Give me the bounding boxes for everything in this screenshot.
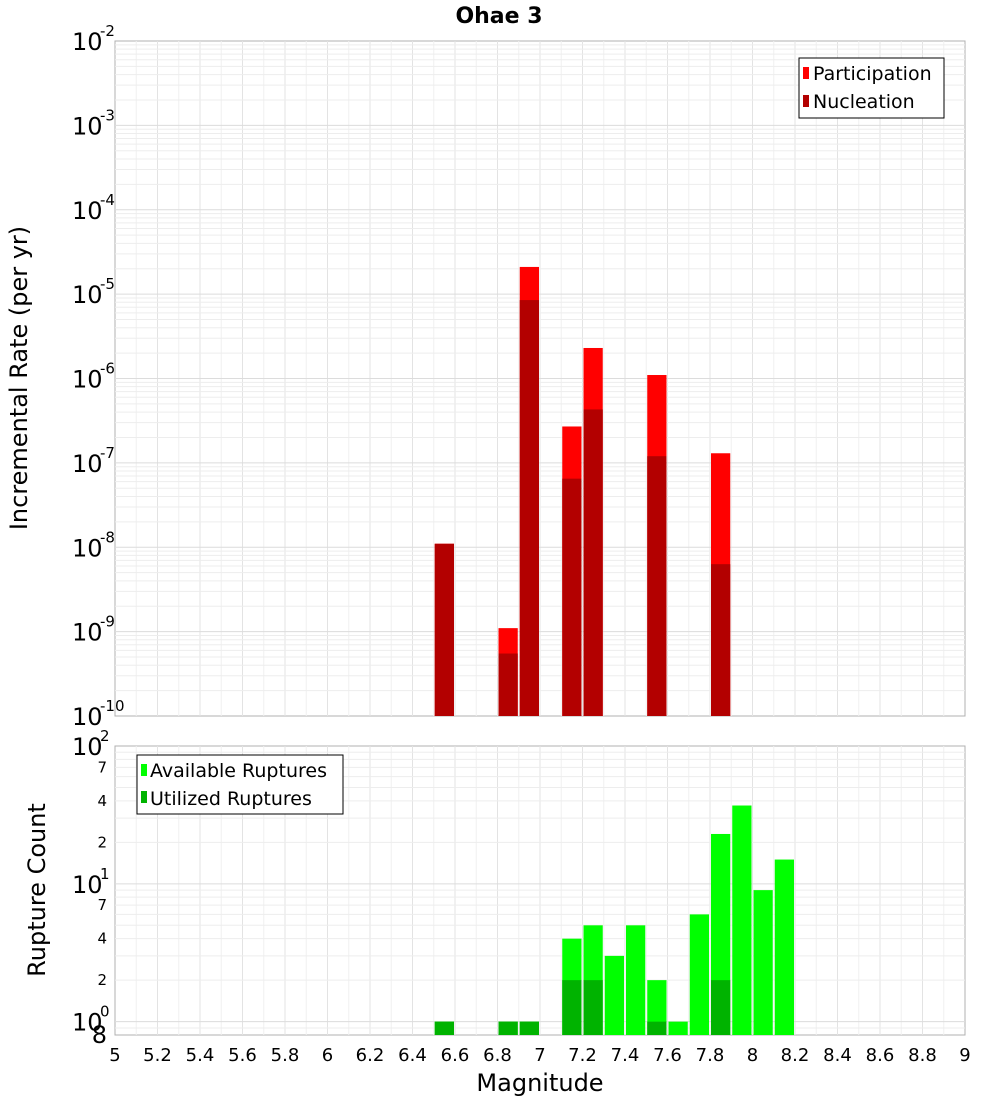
count-legend: Available Ruptures Utilized Ruptures xyxy=(136,754,344,815)
legend-label-nucleation: Nucleation xyxy=(813,91,915,113)
rate-y-tick-exponent: -7 xyxy=(100,444,115,462)
available-bar xyxy=(647,980,667,1035)
legend-swatch-nucleation xyxy=(803,95,809,107)
count-y-minor-tick-label: 8 xyxy=(92,1021,107,1049)
rate-y-tick-label: 10 xyxy=(72,534,103,562)
utilized-bar xyxy=(583,980,603,1035)
rate-y-tick-exponent: -8 xyxy=(100,528,115,546)
utilized-bar xyxy=(562,980,582,1035)
rate-y-tick-exponent: -5 xyxy=(100,275,115,293)
legend-swatch-available xyxy=(141,764,147,776)
x-tick-label: 5.8 xyxy=(271,1045,300,1066)
count-y-minor-tick-label: 4 xyxy=(97,792,107,810)
count-y-minor-tick-label: 2 xyxy=(97,833,107,851)
x-tick-label: 7.8 xyxy=(696,1045,725,1066)
nucleation-bar xyxy=(562,478,582,716)
rate-grid xyxy=(115,41,965,716)
x-tick-label: 5.2 xyxy=(143,1045,172,1066)
rate-y-tick-exponent: -6 xyxy=(100,360,115,378)
count-y-minor-tick-label: 7 xyxy=(97,896,107,914)
legend-label-utilized: Utilized Ruptures xyxy=(150,788,312,810)
x-tick-label: 6.6 xyxy=(441,1045,470,1066)
nucleation-bar xyxy=(434,543,454,716)
rate-y-tick-label: 10 xyxy=(72,197,103,225)
rate-legend: Participation Nucleation xyxy=(798,57,945,119)
available-bar xyxy=(668,1021,688,1035)
x-tick-label: 6 xyxy=(322,1045,333,1066)
nucleation-bar xyxy=(498,653,518,716)
rate-y-tick-label: 10 xyxy=(72,450,103,478)
nucleation-bar xyxy=(583,409,603,716)
x-tick-label: 5 xyxy=(109,1045,120,1066)
legend-swatch-utilized xyxy=(141,791,147,803)
rate-y-tick-label: 10 xyxy=(72,28,103,56)
legend-swatch-participation xyxy=(803,67,809,79)
x-tick-label: 8 xyxy=(747,1045,758,1066)
rate-y-tick-exponent: -3 xyxy=(100,106,115,124)
utilized-bar xyxy=(519,1021,539,1035)
count-y-minor-tick-label: 7 xyxy=(97,758,107,776)
x-tick-label: 8.4 xyxy=(823,1045,852,1066)
rate-bars xyxy=(434,266,731,716)
utilized-bar xyxy=(434,1021,454,1035)
available-bar xyxy=(626,925,646,1035)
count-y-minor-tick-label: 2 xyxy=(97,971,107,989)
count-y-tick-exponent: 0 xyxy=(100,1003,110,1021)
available-bar xyxy=(689,914,709,1035)
x-tick-label: 9 xyxy=(959,1045,970,1066)
rate-y-tick-label: 10 xyxy=(72,619,103,647)
x-tick-label: 8.8 xyxy=(908,1045,937,1066)
x-tick-label: 5.4 xyxy=(186,1045,215,1066)
available-bar xyxy=(732,805,752,1035)
rate-y-tick-label: 10 xyxy=(72,112,103,140)
count-legend-box xyxy=(136,754,344,815)
legend-label-participation: Participation xyxy=(813,63,932,85)
rate-y-axis-label: Incremental Rate (per yr) xyxy=(5,226,33,530)
rate-y-tick-label: 10 xyxy=(72,281,103,309)
x-axis-label: Magnitude xyxy=(476,1069,603,1097)
x-axis-ticks: 5 5.2 5.4 5.6 5.8 6 6.2 6.4 6.6 6.8 7 7.2 7.4 7.6 7.8 8… xyxy=(109,1045,970,1066)
utilized-bar xyxy=(711,980,731,1035)
x-tick-label: 5.6 xyxy=(228,1045,257,1066)
nucleation-bar xyxy=(647,456,667,716)
legend-label-available: Available Ruptures xyxy=(150,760,327,782)
x-tick-label: 6.4 xyxy=(398,1045,427,1066)
available-bar xyxy=(753,890,773,1035)
x-tick-label: 7 xyxy=(534,1045,545,1066)
count-y-axis-label: Rupture Count xyxy=(23,803,51,977)
rate-legend-box xyxy=(798,57,945,119)
nucleation-bar xyxy=(711,564,731,716)
available-bar xyxy=(604,955,624,1035)
count-y-tick-label: 10 xyxy=(72,733,103,761)
count-y-minor-tick-label: 4 xyxy=(97,930,107,948)
rate-y-tick-label: 10 xyxy=(72,703,103,731)
rate-y-tick-exponent: -10 xyxy=(100,697,125,715)
x-tick-label: 7.2 xyxy=(568,1045,597,1066)
x-tick-label: 8.6 xyxy=(866,1045,895,1066)
x-tick-label: 7.4 xyxy=(611,1045,640,1066)
rate-y-tick-exponent: -2 xyxy=(100,22,115,40)
count-y-tick-exponent: 1 xyxy=(100,865,110,883)
rate-y-tick-label: 10 xyxy=(72,366,103,394)
count-y-tick-label: 10 xyxy=(72,871,103,899)
utilized-bar xyxy=(647,1021,667,1035)
utilized-bar xyxy=(498,1021,518,1035)
x-tick-label: 6.2 xyxy=(356,1045,385,1066)
count-y-tick-exponent: 2 xyxy=(100,727,110,745)
nucleation-bar xyxy=(519,300,539,716)
rate-y-tick-exponent: -9 xyxy=(100,613,115,631)
count-y-tick-label: 10 xyxy=(72,1009,103,1037)
count-bars xyxy=(434,805,794,1035)
x-tick-label: 7.6 xyxy=(653,1045,682,1066)
chart-title: Ohae 3 xyxy=(455,4,542,29)
rate-y-tick-exponent: -4 xyxy=(100,191,115,209)
available-bar xyxy=(774,859,794,1035)
x-tick-label: 6.8 xyxy=(483,1045,512,1066)
x-tick-label: 8.2 xyxy=(781,1045,810,1066)
